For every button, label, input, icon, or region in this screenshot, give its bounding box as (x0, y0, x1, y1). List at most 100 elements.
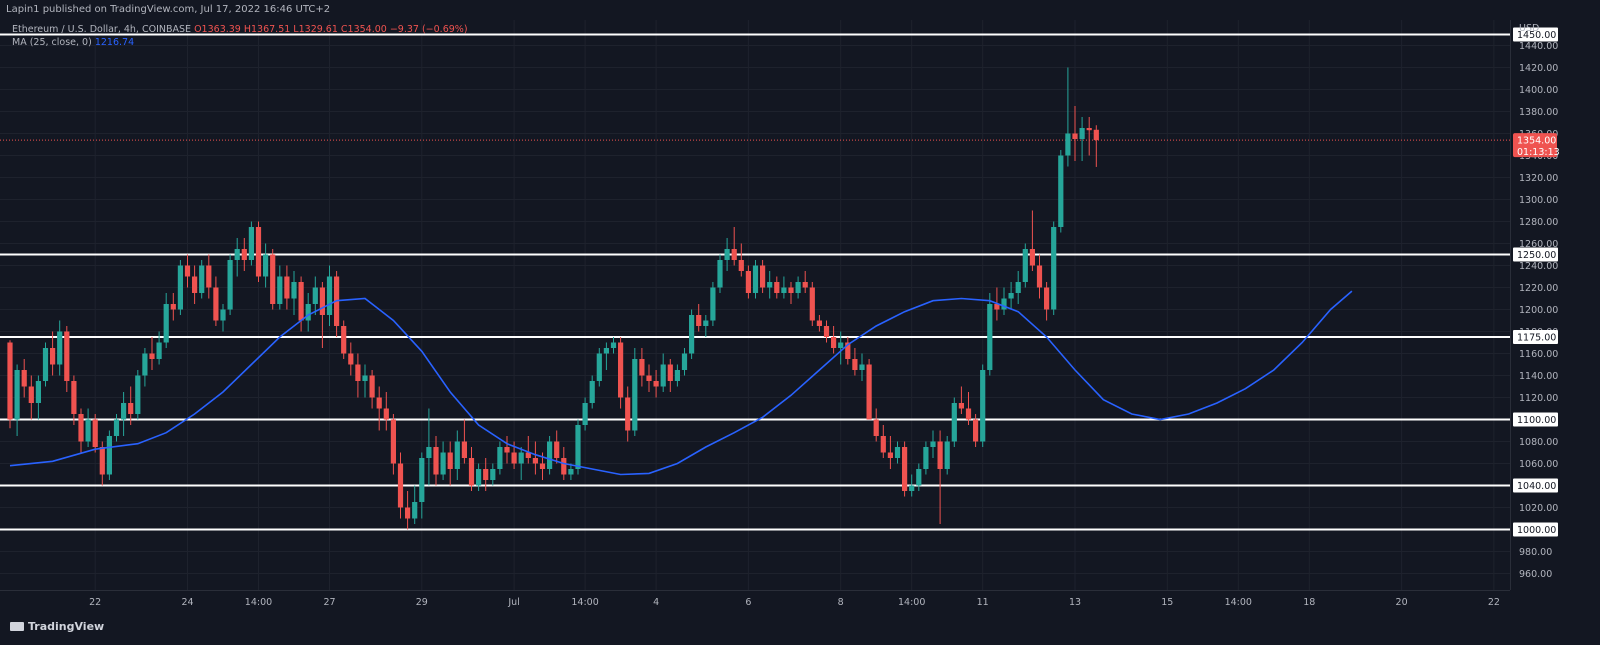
candle-body (710, 287, 716, 321)
currency-label: USD (1519, 23, 1539, 34)
price-tick-label: 1280.00 (1519, 217, 1558, 228)
candle (1036, 254, 1043, 299)
candle (660, 353, 666, 392)
candle (248, 221, 254, 266)
candle (632, 348, 638, 436)
ohlc-values: O1363.39 H1367.51 L1329.61 C1354.00 −9.3… (194, 24, 468, 35)
candle-body (362, 375, 368, 381)
candle (1001, 287, 1007, 315)
candle (71, 375, 77, 425)
candle-body (412, 502, 418, 519)
time-tick-label: 4 (653, 597, 659, 608)
candle-body (7, 342, 13, 420)
candle (447, 441, 453, 486)
candle-body (781, 287, 787, 293)
candle (980, 364, 986, 447)
last-price-value: 1354.00 (1517, 136, 1556, 147)
candle-body (149, 353, 155, 359)
candle (1029, 210, 1035, 271)
candle-body (14, 370, 20, 420)
candle (710, 282, 716, 326)
candle (646, 364, 652, 392)
candle-body (1008, 293, 1014, 299)
candle (383, 392, 389, 431)
candle (667, 359, 673, 392)
candle-body (57, 331, 63, 365)
candle-body (1072, 133, 1078, 139)
candle-body (21, 370, 27, 387)
candle-body (419, 458, 425, 502)
candle-body (1093, 129, 1099, 141)
candle (64, 326, 70, 392)
candle-body (284, 276, 290, 299)
candle-body (277, 276, 283, 304)
candle-body (717, 260, 723, 288)
candle-body (681, 353, 688, 370)
level-badge-label: 1450.00 (1517, 30, 1556, 41)
candle (405, 491, 411, 530)
time-axis[interactable]: 22 24 14:00 27 29 Jul 14:00 4 6 8 14:00 11 13 15 14:00… (0, 590, 1510, 609)
candle-body (866, 364, 872, 420)
candle (958, 386, 964, 414)
candle (930, 430, 936, 458)
candle-body (511, 452, 517, 464)
candle-body (618, 342, 624, 398)
candle-body (28, 386, 34, 403)
candle (1072, 106, 1078, 161)
candle-body (767, 282, 773, 288)
candle-body (554, 441, 560, 458)
time-tick-label: 29 (416, 597, 428, 608)
price-tick-label: 1320.00 (1519, 173, 1558, 184)
publish-header: Lapin1 published on TradingView.com, Jul… (0, 0, 1600, 20)
candle (724, 238, 730, 271)
indicator-legend[interactable]: MA (25, close, 0) 1216.74 (12, 37, 134, 48)
ma-label: MA (25, close, 0) (12, 37, 92, 48)
candle-body (539, 463, 546, 469)
symbol-legend[interactable]: Ethereum / U.S. Dollar, 4h, COINBASE O13… (12, 24, 468, 35)
candle (887, 436, 893, 469)
candle-body (873, 419, 879, 436)
candle (589, 375, 595, 409)
candle-body (390, 419, 396, 464)
candle (731, 227, 737, 266)
time-tick-label: 6 (745, 597, 751, 608)
candle (440, 441, 446, 480)
candle (319, 282, 325, 348)
candle (227, 254, 233, 315)
candle (802, 271, 808, 293)
time-tick-label: 15 (1161, 597, 1173, 608)
candle-body (1044, 287, 1050, 310)
price-tick-label: 1120.00 (1519, 393, 1558, 404)
candle (639, 348, 645, 387)
candle (177, 260, 183, 315)
candle-body (1086, 128, 1092, 131)
candle-body (326, 276, 333, 315)
level-badge-label: 1000.00 (1517, 525, 1556, 536)
candle (50, 331, 56, 376)
candle-body (596, 353, 602, 381)
candle-body (880, 436, 886, 453)
candle (263, 243, 269, 288)
level-badge (1513, 27, 1558, 42)
price-axis[interactable]: 960.00 980.00 1000.00 1020.00 1040.00 1060.00… (1510, 0, 1559, 590)
candle-body (170, 304, 176, 310)
candle (21, 359, 27, 398)
candle-body (78, 414, 84, 442)
candle (433, 436, 439, 486)
candle (816, 315, 822, 332)
candle (703, 315, 709, 337)
candle-body (859, 364, 865, 370)
tradingview-logo[interactable]: TradingView (10, 620, 104, 633)
candle (1008, 282, 1014, 310)
level-badge (1513, 330, 1558, 344)
candle (752, 260, 759, 299)
candle-body (980, 370, 986, 442)
time-tick-label: 14:00 (571, 597, 598, 608)
candle (1051, 221, 1057, 315)
level-badge (1513, 478, 1558, 493)
time-tick-label: 22 (89, 597, 101, 608)
price-tick-label: 1140.00 (1519, 371, 1558, 382)
candle-body (397, 463, 404, 508)
candle (987, 293, 993, 376)
